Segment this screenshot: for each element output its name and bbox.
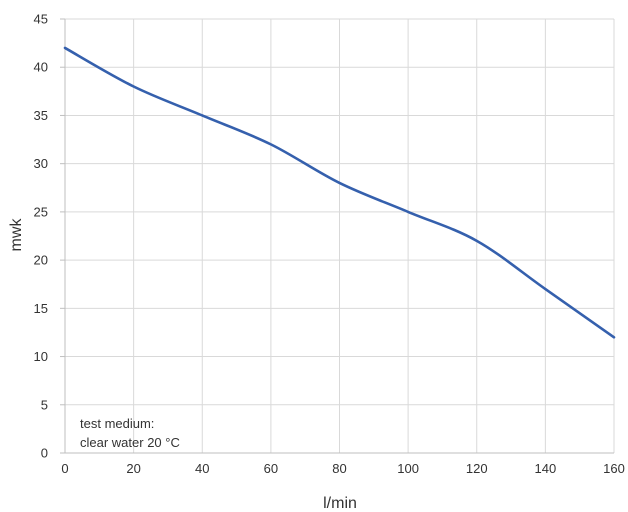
series-line-0 xyxy=(63,46,616,339)
y-tick-label: 0 xyxy=(41,446,48,461)
y-tick-label: 40 xyxy=(34,60,48,75)
y-tick-label: 45 xyxy=(34,12,48,27)
y-axis-title: mwk xyxy=(8,218,25,252)
y-tick-label: 30 xyxy=(34,156,48,171)
annotation-line-2: clear water 20 °C xyxy=(80,435,180,450)
series xyxy=(63,46,616,339)
x-tick-label: 0 xyxy=(61,461,68,476)
x-tick-label: 140 xyxy=(535,461,557,476)
y-tick-label: 15 xyxy=(34,301,48,316)
x-tick-label: 20 xyxy=(126,461,140,476)
y-tick-label: 35 xyxy=(34,108,48,123)
y-tick-label: 20 xyxy=(34,253,48,268)
annotation-line-1: test medium: xyxy=(80,416,154,431)
x-tick-label: 100 xyxy=(397,461,419,476)
x-tick-labels: 0 20 40 60 80 100 120 140 160 xyxy=(61,461,624,476)
x-tick-label: 120 xyxy=(466,461,488,476)
x-axis-title: l/min xyxy=(323,495,357,512)
y-tick-label: 5 xyxy=(41,397,48,412)
x-tick-label: 60 xyxy=(264,461,278,476)
y-tick-labels: 0 5 10 15 20 25 30 35 40 45 xyxy=(34,12,48,461)
grid xyxy=(65,18,615,453)
x-tick-label: 40 xyxy=(195,461,209,476)
y-tick-label: 10 xyxy=(34,349,48,364)
x-tick-label: 160 xyxy=(603,461,625,476)
axes xyxy=(60,18,614,454)
x-tick-label: 80 xyxy=(332,461,346,476)
y-tick-label: 25 xyxy=(34,204,48,219)
